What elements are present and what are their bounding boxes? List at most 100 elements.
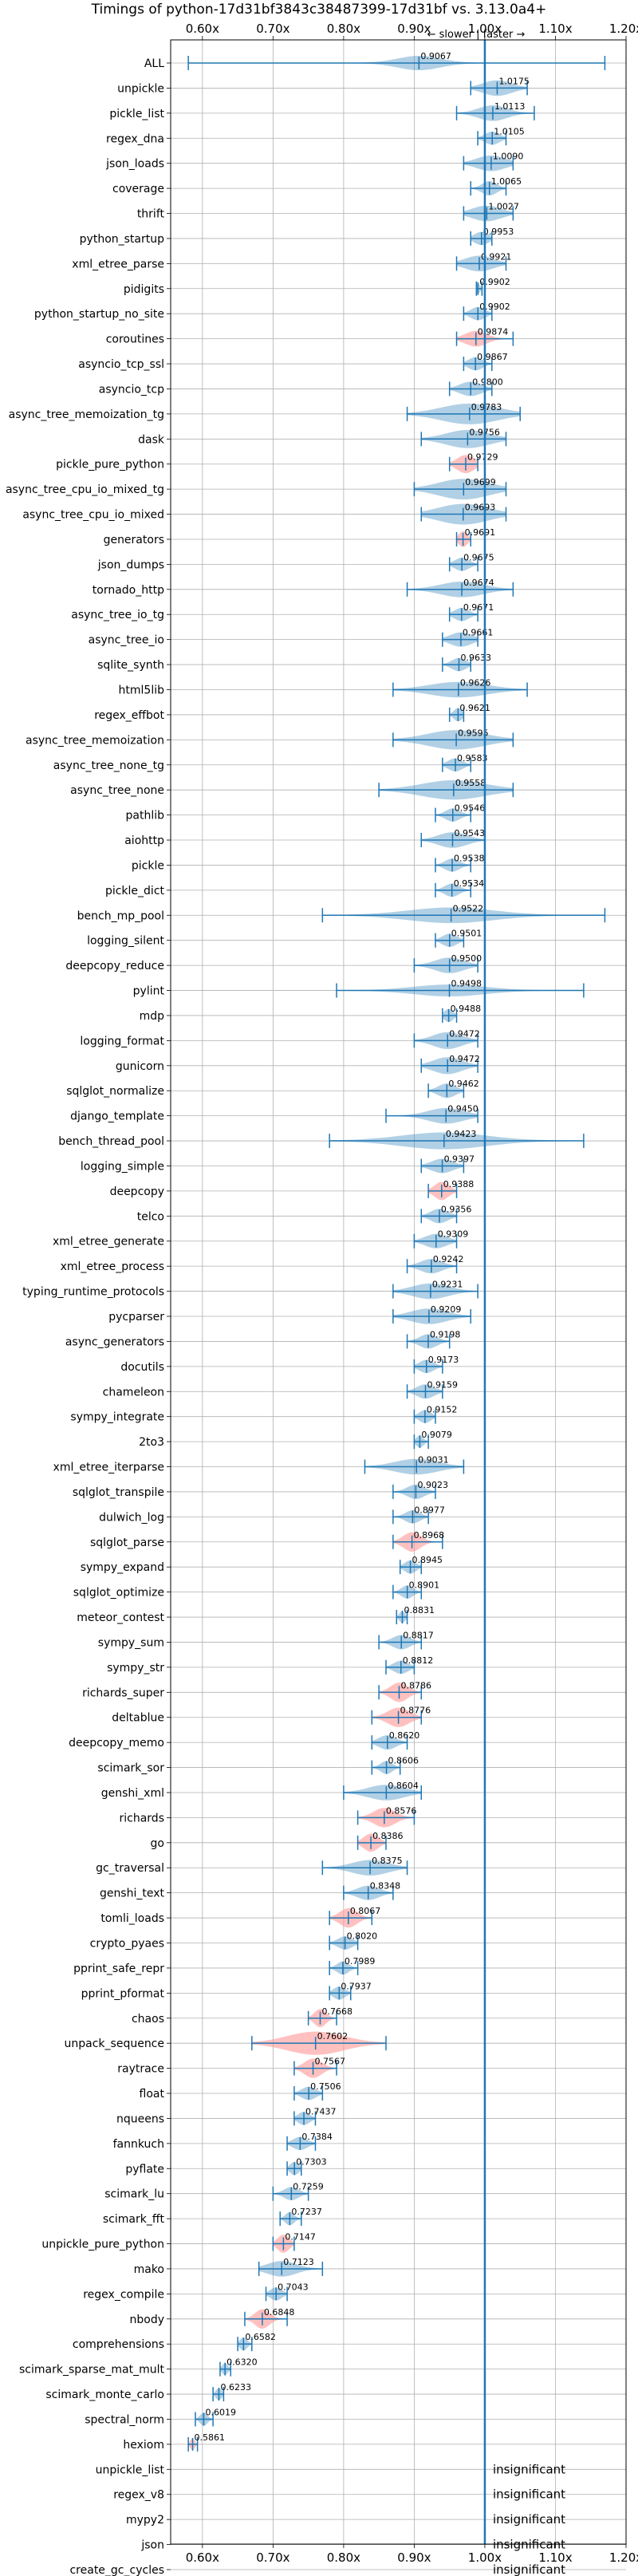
value-label: 0.8620 — [389, 1730, 420, 1741]
benchmark-label: unpickle — [117, 82, 164, 95]
value-label: 0.9546 — [455, 803, 486, 814]
benchmark-label: json — [140, 2539, 164, 2552]
benchmark-row: pickle 0.9538 — [132, 853, 485, 873]
benchmark-row: gunicorn 0.9472 — [116, 1054, 480, 1075]
benchmark-label: sqlglot_optimize — [73, 1587, 164, 1600]
insignificant-label: insignificant — [493, 2538, 565, 2552]
benchmark-row: richards_super 0.8786 — [82, 1680, 431, 1702]
benchmark-label: meteor_contest — [77, 1611, 164, 1624]
benchmark-row: chaos 0.7668 — [132, 2006, 352, 2028]
benchmark-label: docutils — [120, 1361, 164, 1374]
benchmark-label: crypto_pyaes — [90, 1938, 164, 1951]
value-label: 0.7937 — [341, 1981, 372, 1991]
benchmark-row: async_tree_cpu_io_mixed_tg 0.9699 — [6, 477, 507, 500]
value-label: 1.0105 — [494, 126, 525, 136]
insignificant-label: insignificant — [493, 2512, 565, 2527]
benchmark-label: async_tree_memoization_tg — [9, 408, 164, 421]
benchmark-row: json_dumps 0.9675 — [97, 552, 494, 572]
benchmark-label: python_startup_no_site — [34, 308, 164, 321]
benchmark-label: async_tree_memoization — [26, 734, 164, 747]
benchmark-label: aiohttp — [124, 834, 164, 847]
benchmark-label: create_gc_cycles — [69, 2564, 164, 2576]
value-label: 0.9953 — [483, 227, 514, 237]
value-label: 0.9309 — [438, 1229, 469, 1240]
value-label: 0.9691 — [465, 527, 496, 538]
benchmark-row: pprint_safe_repr 0.7989 — [73, 1956, 375, 1975]
benchmark-label: scimark_sor — [97, 1762, 164, 1775]
benchmark-row: coverage 1.0065 — [112, 176, 522, 196]
value-label: 0.9874 — [478, 327, 509, 337]
benchmark-label: deepcopy_memo — [69, 1737, 164, 1750]
benchmark-row: go 0.8386 — [151, 1831, 404, 1852]
value-label: 0.9902 — [479, 302, 510, 312]
benchmark-label: nqueens — [116, 2112, 164, 2125]
value-label: 0.9450 — [447, 1104, 478, 1114]
value-label: 0.8606 — [388, 1756, 419, 1766]
benchmark-label: scimark_lu — [104, 2188, 164, 2201]
benchmark-label: go — [151, 1837, 164, 1850]
value-label: 0.9693 — [465, 503, 496, 513]
benchmark-row: meteor_contest 0.8831 — [77, 1605, 435, 1625]
value-label: 0.8968 — [414, 1530, 445, 1540]
x-tick-label-bottom: 1.00x — [468, 2550, 502, 2565]
value-label: 0.8348 — [370, 1881, 401, 1892]
benchmark-label: async_tree_io — [89, 634, 164, 647]
value-label: 0.8020 — [347, 1931, 378, 1942]
value-label: 0.8812 — [403, 1655, 434, 1666]
benchmark-label: scimark_sparse_mat_mult — [19, 2364, 164, 2377]
value-label: 0.9152 — [427, 1405, 458, 1415]
benchmark-row: async_tree_memoization 0.9595 — [26, 728, 514, 750]
value-label: 0.6848 — [264, 2307, 295, 2318]
benchmark-label: telco — [137, 1210, 164, 1223]
value-label: 0.8386 — [372, 1831, 404, 1841]
benchmark-label: mako — [134, 2263, 164, 2276]
benchmark-rows: ALL 0.9067 unpickle 1.0175 pickle_list 1.0113… — [6, 51, 606, 2452]
benchmark-label: mdp — [140, 1010, 165, 1023]
value-label: 0.9498 — [451, 979, 482, 989]
value-label: 0.8776 — [400, 1706, 431, 1716]
benchmark-row: deepcopy_reduce 0.9500 — [65, 953, 482, 973]
benchmark-label: chameleon — [103, 1386, 164, 1398]
value-label: 0.8977 — [414, 1505, 445, 1515]
benchmark-row: sympy_sum 0.8817 — [98, 1630, 434, 1650]
benchmark-row: sqlglot_normalize 0.9462 — [66, 1079, 479, 1099]
value-label: 0.9867 — [477, 352, 508, 362]
benchmark-row: pylint 0.9498 — [133, 979, 585, 998]
benchmark-row: hexiom 0.5861 — [123, 2432, 225, 2452]
benchmark-label: pickle_list — [109, 108, 164, 120]
value-label: 0.9209 — [431, 1304, 462, 1315]
benchmark-row: pickle_list 1.0113 — [109, 101, 535, 121]
benchmark-label: coverage — [112, 183, 164, 195]
benchmark-row: mako 0.7123 — [134, 2257, 324, 2277]
value-label: 0.9423 — [446, 1129, 477, 1139]
benchmark-row: async_tree_io 0.9661 — [89, 628, 493, 647]
benchmark-label: json_loads — [105, 158, 164, 171]
benchmark-label: richards_super — [82, 1686, 164, 1699]
benchmark-label: pidigits — [124, 283, 164, 296]
value-label: 0.9783 — [471, 402, 502, 412]
benchmark-row: scimark_sor 0.8606 — [97, 1756, 419, 1775]
value-label: 0.7147 — [285, 2232, 316, 2243]
benchmark-row: html5lib 0.9626 — [119, 678, 528, 698]
value-label: 0.8901 — [409, 1580, 440, 1591]
benchmark-label: unpickle_pure_python — [41, 2239, 164, 2251]
value-label: 0.9397 — [444, 1154, 475, 1164]
value-label: 0.7989 — [345, 1956, 376, 1967]
benchmark-row: asyncio_tcp 0.9800 — [99, 377, 503, 396]
insignificant-label: insignificant — [493, 2487, 565, 2502]
benchmark-label: scimark_monte_carlo — [45, 2389, 164, 2401]
value-label: 0.6019 — [206, 2407, 237, 2417]
benchmark-row: xml_etree_generate 0.9309 — [53, 1229, 468, 1249]
benchmark-row: raytrace 0.7567 — [117, 2057, 345, 2078]
benchmark-row: sympy_str 0.8812 — [107, 1655, 433, 1675]
benchmark-row: async_generators 0.9198 — [65, 1329, 460, 1349]
value-label: 0.8786 — [400, 1680, 431, 1690]
benchmark-label: logging_simple — [81, 1160, 164, 1173]
benchmark-row: python_startup_no_site 0.9902 — [34, 302, 510, 322]
value-label: 0.8604 — [388, 1781, 418, 1791]
benchmark-label: sqlglot_parse — [90, 1537, 164, 1549]
value-label: 0.9500 — [451, 953, 482, 964]
insignificant-row: mypy2 insignificant — [126, 2512, 565, 2527]
benchmark-row: sqlglot_transpile 0.9023 — [73, 1480, 448, 1499]
